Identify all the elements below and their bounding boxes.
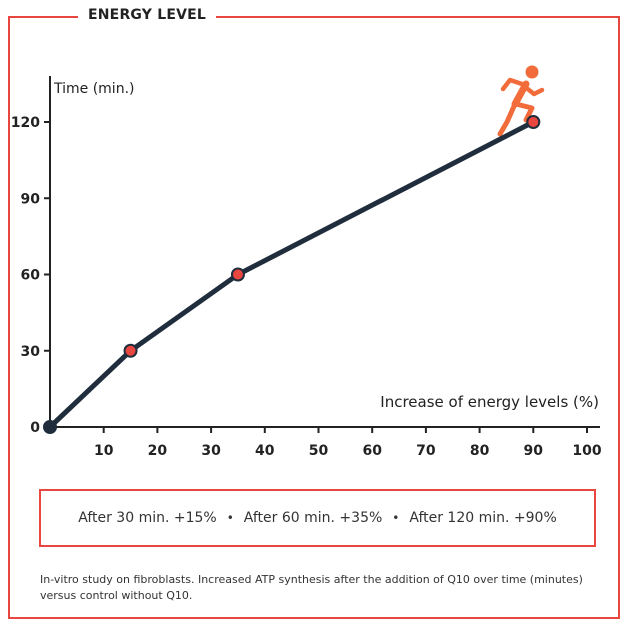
- y-tick-label: 0: [30, 420, 40, 436]
- y-axis-label: Time (min.): [53, 81, 135, 97]
- x-tick-label: 30: [201, 443, 221, 459]
- data-point: [43, 420, 57, 434]
- y-tick-label: 90: [21, 191, 41, 207]
- x-tick-label: 40: [255, 443, 275, 459]
- x-tick-label: 100: [572, 443, 601, 459]
- data-point: [230, 267, 245, 282]
- x-tick-label: 50: [309, 443, 329, 459]
- data-point: [526, 115, 541, 129]
- summary-item-120: After 120 min. +90%: [409, 510, 557, 526]
- summary-separator: •: [226, 511, 234, 525]
- chart-frame: [8, 16, 620, 619]
- x-tick-label: 60: [362, 443, 382, 459]
- y-tick-label: 120: [11, 115, 40, 131]
- chart-title: ENERGY LEVEL: [78, 5, 217, 25]
- summary-separator: •: [392, 511, 400, 525]
- y-tick-label: 30: [21, 344, 41, 360]
- x-tick-label: 10: [94, 443, 114, 459]
- x-tick-label: 70: [416, 443, 436, 459]
- x-tick-label: 20: [148, 443, 168, 459]
- x-tick-label: 90: [524, 443, 544, 459]
- series-line: [47, 119, 536, 430]
- footnote: In-vitro study on fibroblasts. Increased…: [40, 573, 583, 602]
- runner-icon: [497, 65, 545, 137]
- data-point: [123, 343, 138, 358]
- summary-item-60: After 60 min. +35%: [243, 510, 383, 526]
- x-axis-label: Increase of energy levels (%): [380, 393, 599, 411]
- x-tick-label: 80: [470, 443, 490, 459]
- summary-box: After 30 min. +15% • After 60 min. +35% …: [39, 489, 596, 547]
- summary-item-30: After 30 min. +15%: [78, 510, 217, 526]
- y-tick-label: 60: [21, 268, 41, 284]
